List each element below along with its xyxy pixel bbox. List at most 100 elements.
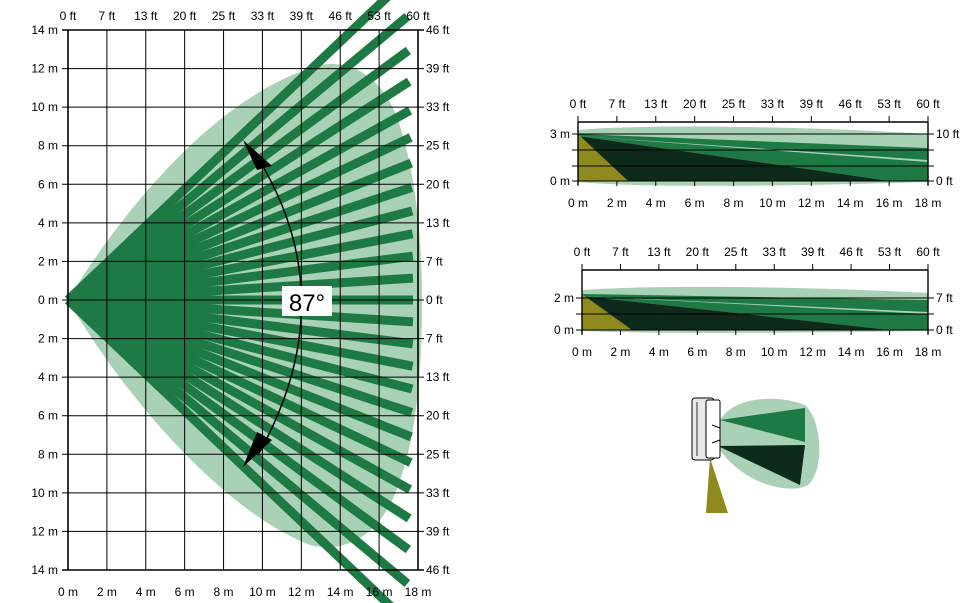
top-view-axis-labels: 0 ft 7 ft 13 ft 20 ft 25 ft 33 ft 39 ft 46 ft 53… xyxy=(31,9,450,599)
tick-ft-top: 46 ft xyxy=(839,97,863,111)
tick-ft-top: 53 ft xyxy=(878,245,902,259)
tick-ft-right: 25 ft xyxy=(426,447,450,461)
tick-ft-top: 0 ft xyxy=(570,97,587,111)
tick-ft-top: 46 ft xyxy=(329,9,353,23)
tick-ft-top: 25 ft xyxy=(722,97,746,111)
arrow-head-down-icon xyxy=(243,432,272,467)
side-view-2: 0 ft 7 ft 13 ft 20 ft 25 ft 33 ft 39 ft 46 ft 53… xyxy=(554,245,953,359)
tick-m-bottom: 2 m xyxy=(607,196,627,210)
tick-m-bottom: 2 m xyxy=(610,345,630,359)
tick-ft-top: 33 ft xyxy=(763,245,787,259)
tick-m-bottom: 2 m xyxy=(97,585,117,599)
tick-m-bottom: 0 m xyxy=(572,345,592,359)
tick-m-left: 12 m xyxy=(31,62,58,76)
tick-m-left: 6 m xyxy=(38,177,58,191)
tick-ft-top: 53 ft xyxy=(877,97,901,111)
tick-ft-right: 0 ft xyxy=(936,323,953,337)
tick-m-left: 10 m xyxy=(31,486,58,500)
tick-ft-top: 60 ft xyxy=(916,97,940,111)
tick-m-bottom: 4 m xyxy=(646,196,666,210)
tick-ft-top: 0 ft xyxy=(60,9,77,23)
angle-label: 87° xyxy=(289,290,325,317)
tick-ft-top: 13 ft xyxy=(647,245,671,259)
tick-ft-right: 46 ft xyxy=(426,23,450,37)
tick-m-bottom: 6 m xyxy=(685,196,705,210)
side1-axis-labels: 0 ft 7 ft 13 ft 20 ft 25 ft 33 ft 39 ft 46 ft 53… xyxy=(550,97,960,210)
tick-m-left: 6 m xyxy=(38,409,58,423)
tick-m-bottom: 14 m xyxy=(838,345,865,359)
tick-ft-right: 7 ft xyxy=(426,332,443,346)
tick-ft-top: 0 ft xyxy=(574,245,591,259)
tick-ft-right: 20 ft xyxy=(426,409,450,423)
side-view-1: 0 ft 7 ft 13 ft 20 ft 25 ft 33 ft 39 ft 46 ft 53… xyxy=(550,97,960,210)
sensor-dark-beam xyxy=(718,445,805,485)
tick-m-left: 0 m xyxy=(550,174,570,188)
tick-m-bottom: 0 m xyxy=(58,585,78,599)
tick-m-left: 2 m xyxy=(38,254,58,268)
tick-ft-right: 13 ft xyxy=(426,216,450,230)
tick-ft-top: 7 ft xyxy=(612,245,629,259)
tick-m-left: 14 m xyxy=(31,563,58,577)
tick-ft-top: 20 ft xyxy=(173,9,197,23)
tick-ft-top: 60 ft xyxy=(916,245,940,259)
angle-indicator: 87° xyxy=(243,140,332,467)
tick-m-left: 10 m xyxy=(31,100,58,114)
tick-ft-right: 0 ft xyxy=(936,174,953,188)
tick-m-bottom: 8 m xyxy=(214,585,234,599)
tick-ft-top: 39 ft xyxy=(801,245,825,259)
tick-ft-top: 7 ft xyxy=(99,9,116,23)
side2-mid-beam xyxy=(582,296,928,330)
tick-ft-right: 7 ft xyxy=(936,291,953,305)
tick-m-left: 4 m xyxy=(38,370,58,384)
tick-m-left: 12 m xyxy=(31,524,58,538)
tick-m-left: 14 m xyxy=(31,23,58,37)
side2-olive-zone xyxy=(582,294,632,330)
tick-m-bottom: 10 m xyxy=(249,585,276,599)
tick-m-bottom: 12 m xyxy=(288,585,315,599)
side1-upper-beam xyxy=(578,134,928,160)
tick-m-bottom: 8 m xyxy=(726,345,746,359)
tick-m-bottom: 6 m xyxy=(175,585,195,599)
tick-m-bottom: 10 m xyxy=(761,345,788,359)
tick-m-left: 8 m xyxy=(38,139,58,153)
angle-label-bg xyxy=(282,286,332,316)
tick-ft-right: 0 ft xyxy=(426,293,443,307)
tick-ft-right: 25 ft xyxy=(426,139,450,153)
tick-m-bottom: 4 m xyxy=(649,345,669,359)
beam-1 xyxy=(64,0,391,304)
tick-ft-top: 33 ft xyxy=(251,9,275,23)
tick-ft-right: 13 ft xyxy=(426,370,450,384)
detection-beams xyxy=(64,0,414,603)
tick-m-bottom: 12 m xyxy=(799,345,826,359)
tick-m-bottom: 16 m xyxy=(366,585,393,599)
top-view-grid xyxy=(62,29,424,571)
tick-m-left: 2 m xyxy=(554,291,574,305)
tick-m-bottom: 6 m xyxy=(687,345,707,359)
tick-m-bottom: 14 m xyxy=(327,585,354,599)
tick-m-bottom: 10 m xyxy=(759,196,786,210)
tick-ft-top: 13 ft xyxy=(134,9,158,23)
sensor-upper-beam xyxy=(720,408,805,442)
tick-m-bottom: 18 m xyxy=(915,345,942,359)
tick-m-left: 0 m xyxy=(38,293,58,307)
tick-m-bottom: 12 m xyxy=(798,196,825,210)
top-view-coverage-pattern xyxy=(64,0,422,603)
tick-ft-top: 25 ft xyxy=(724,245,748,259)
tick-ft-right: 10 ft xyxy=(936,127,960,141)
tick-ft-right: 39 ft xyxy=(426,62,450,76)
tick-m-bottom: 4 m xyxy=(136,585,156,599)
tick-ft-right: 39 ft xyxy=(426,524,450,538)
sensor-face xyxy=(705,399,721,459)
tick-ft-top: 39 ft xyxy=(800,97,824,111)
tick-ft-top: 60 ft xyxy=(406,9,430,23)
side1-mid-beam xyxy=(578,136,928,181)
tick-ft-top: 25 ft xyxy=(212,9,236,23)
tick-m-bottom: 16 m xyxy=(876,196,903,210)
side2-axis-labels: 0 ft 7 ft 13 ft 20 ft 25 ft 33 ft 39 ft 46 ft 53… xyxy=(554,245,953,359)
tick-m-left: 2 m xyxy=(38,332,58,346)
arrow-head-up-icon xyxy=(243,140,272,170)
beam-24 xyxy=(65,296,411,587)
tick-ft-top: 53 ft xyxy=(367,9,391,23)
tick-ft-top: 39 ft xyxy=(290,9,314,23)
